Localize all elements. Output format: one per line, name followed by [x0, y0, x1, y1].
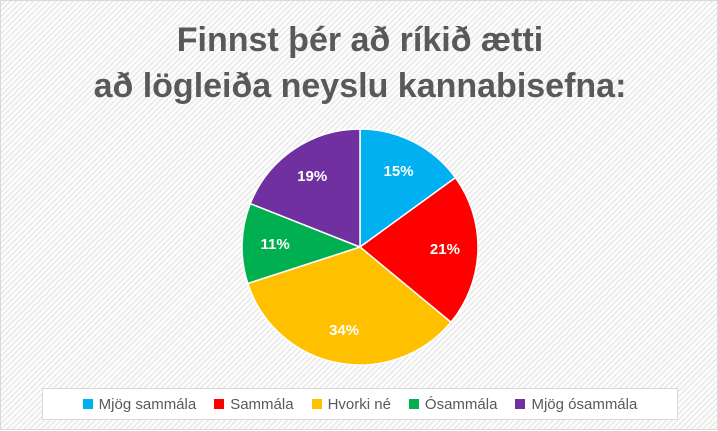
data-label-mjog-sammala: 15%	[384, 163, 414, 180]
legend-label-hvorki-ne: Hvorki né	[327, 395, 391, 413]
pie-slice-mjog-sammala	[359, 128, 457, 249]
pie-slice-mjog-osammala	[249, 128, 361, 249]
legend-item-mjog-sammala: Mjög sammála	[82, 395, 197, 413]
legend-label-mjog-sammala: Mjög sammála	[98, 395, 197, 413]
legend-swatch-mjog-sammala	[82, 399, 93, 409]
chart-title-line-2: að lögleiða neyslu kannabisefna:	[93, 67, 627, 105]
pie-slice-hvorki-ne	[246, 246, 452, 366]
data-label-hvorki-ne: 34%	[329, 322, 359, 339]
legend-swatch-osammala	[408, 399, 419, 409]
legend-swatch-mjog-osammala	[515, 399, 526, 409]
data-label-sammala: 21%	[430, 241, 460, 258]
legend-item-mjog-osammala: Mjög ósammála	[515, 396, 637, 413]
data-label-mjog-osammala: 19%	[297, 168, 327, 185]
legend-item-hvorki-ne: Hvorki né	[311, 395, 391, 413]
chart-title-line-1: Finnst þér að ríkið ætti	[176, 21, 544, 59]
pie-slice-osammala	[241, 202, 363, 285]
legend-label-osammala: Ósammála	[424, 395, 498, 413]
legend-item-sammala: Sammála	[214, 395, 294, 413]
legend-swatch-sammala	[214, 399, 225, 409]
legend-swatch-hvorki-ne	[311, 399, 322, 409]
legend-label-mjog-osammala: Mjög ósammála	[531, 395, 638, 413]
legend: Mjög sammála Sammála Hvorki né Ósammála …	[42, 388, 678, 420]
data-label-osammala: 11%	[260, 236, 289, 253]
legend-item-osammala: Ósammála	[408, 395, 498, 413]
legend-label-sammala: Sammála	[230, 395, 294, 413]
pie-slice-sammala	[358, 176, 479, 324]
chart-title: Finnst þér að ríkið ætti að lögleiða ney…	[1, 17, 718, 109]
